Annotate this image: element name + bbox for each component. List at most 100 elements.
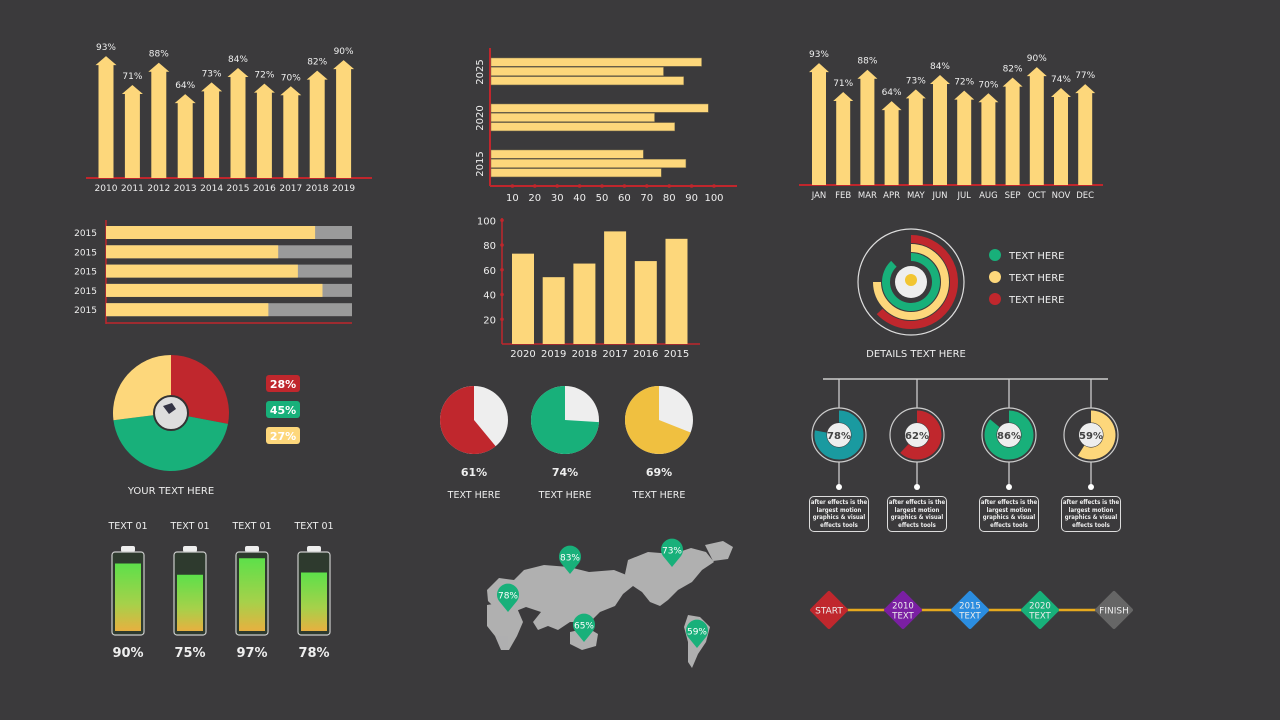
bar-value-label: 93% <box>96 43 116 53</box>
bar-arrow <box>253 83 275 178</box>
category-label: 2015 <box>664 349 689 360</box>
bar-value-label: 88% <box>857 57 877 67</box>
category-label: JUL <box>956 191 971 201</box>
category-label: 2016 <box>253 184 276 194</box>
bar-value-label: 77% <box>1075 71 1095 81</box>
category-label: OCT <box>1028 191 1047 201</box>
pie-percent: 74% <box>552 466 578 479</box>
progress-fill <box>106 226 316 239</box>
category-label: 2013 <box>174 184 197 194</box>
tick-mark <box>500 317 504 322</box>
timeline-diamond <box>884 591 922 629</box>
category-label: 2011 <box>121 184 144 194</box>
timeline-diamond <box>1095 591 1133 629</box>
bar-mark <box>280 86 302 178</box>
tick-mark <box>712 184 716 188</box>
donut-percent: 59% <box>1079 431 1103 442</box>
tick-label: 100 <box>477 216 496 227</box>
tick-mark <box>500 267 504 272</box>
category-label: 2010 <box>95 184 118 194</box>
legend-badge <box>266 427 300 444</box>
battery-label: TEXT 01 <box>107 521 147 532</box>
battery-fill <box>239 558 265 631</box>
bar-mark <box>490 103 709 113</box>
rings-caption: DETAILS TEXT HERE <box>866 349 966 360</box>
timeline-label: TEXT <box>958 612 981 622</box>
category-label: 2014 <box>200 184 223 194</box>
map-pin-icon <box>496 583 519 612</box>
bar-arrow <box>881 101 902 185</box>
timeline-diamond <box>1021 591 1059 629</box>
pie-caption: YOUR TEXT HERE <box>127 486 214 497</box>
bar-arrow <box>227 67 249 178</box>
tick-label: 50 <box>596 193 609 204</box>
tick-label: 80 <box>483 241 496 252</box>
category-label: DEC <box>1076 191 1094 201</box>
bar-mark <box>253 83 275 178</box>
legend-label: TEXT HERE <box>1008 295 1065 306</box>
donut-arc <box>984 410 1034 460</box>
legend-label: TEXT HERE <box>1008 251 1065 262</box>
bar-arrow <box>809 63 829 185</box>
bar-arrow <box>1051 88 1071 185</box>
tick-mark <box>689 184 694 188</box>
map-pin-label: 73% <box>662 547 682 557</box>
description-box: after effects is the largest motion grap… <box>1061 496 1121 532</box>
tick-mark <box>645 184 649 188</box>
tick-label: 80 <box>663 193 676 204</box>
bar-value-label: 84% <box>930 62 950 72</box>
tick-label: 20 <box>528 193 541 204</box>
battery-fill <box>177 574 203 631</box>
bar-mark <box>490 76 684 86</box>
bar-mark <box>490 149 644 159</box>
bar-mark <box>333 60 355 178</box>
timeline-label: TEXT <box>1028 612 1051 622</box>
bar-mark <box>174 94 196 178</box>
bar-mark <box>306 70 328 178</box>
bar-mark <box>905 89 926 185</box>
bar-mark <box>227 67 249 178</box>
africa-landmass <box>487 602 523 650</box>
radial-bar <box>873 244 949 320</box>
pie-percent: 61% <box>461 466 487 479</box>
bar-mark <box>833 91 854 185</box>
bar-arrow <box>121 84 143 178</box>
bar-value-label: 70% <box>978 80 998 90</box>
tick-mark <box>577 184 582 188</box>
bar-arrow <box>333 60 355 178</box>
description-box: after effects is the largest motion grap… <box>887 496 947 532</box>
legend-badge-label: 45% <box>270 404 296 417</box>
bar-mark <box>201 82 223 178</box>
bar-mark <box>665 238 688 344</box>
category-label: FEB <box>835 191 851 201</box>
bar-value-label: 71% <box>833 79 853 89</box>
timeline-diamond <box>951 591 989 629</box>
brush-icon <box>153 395 189 431</box>
donut-center <box>905 423 929 447</box>
battery-label: TEXT 01 <box>231 521 271 532</box>
bar-value-label: 73% <box>202 69 222 79</box>
battery-cap <box>121 546 135 552</box>
legend-dot <box>989 249 1001 261</box>
category-label: 2019 <box>332 184 355 194</box>
bar-mark <box>542 277 565 344</box>
brush-icon-glyph <box>163 403 176 414</box>
pie-percent: 69% <box>646 466 672 479</box>
map-pin-label: 83% <box>560 554 580 564</box>
category-label: SEP <box>1005 191 1021 201</box>
category-label: AUG <box>979 191 998 201</box>
connector-dot <box>1088 484 1094 490</box>
legend-dot <box>989 271 1001 283</box>
category-label: NOV <box>1052 191 1071 201</box>
bar-arrow <box>833 91 854 185</box>
tick-label: 10 <box>506 193 519 204</box>
donut-arc <box>1077 410 1116 460</box>
bar-mark <box>121 84 143 178</box>
progress-fill <box>106 264 298 278</box>
bar-mark <box>148 62 170 178</box>
bar-arrow <box>978 93 999 185</box>
connector-dot <box>914 484 920 490</box>
donut-arc <box>814 410 864 460</box>
bar-arrow <box>280 86 302 178</box>
